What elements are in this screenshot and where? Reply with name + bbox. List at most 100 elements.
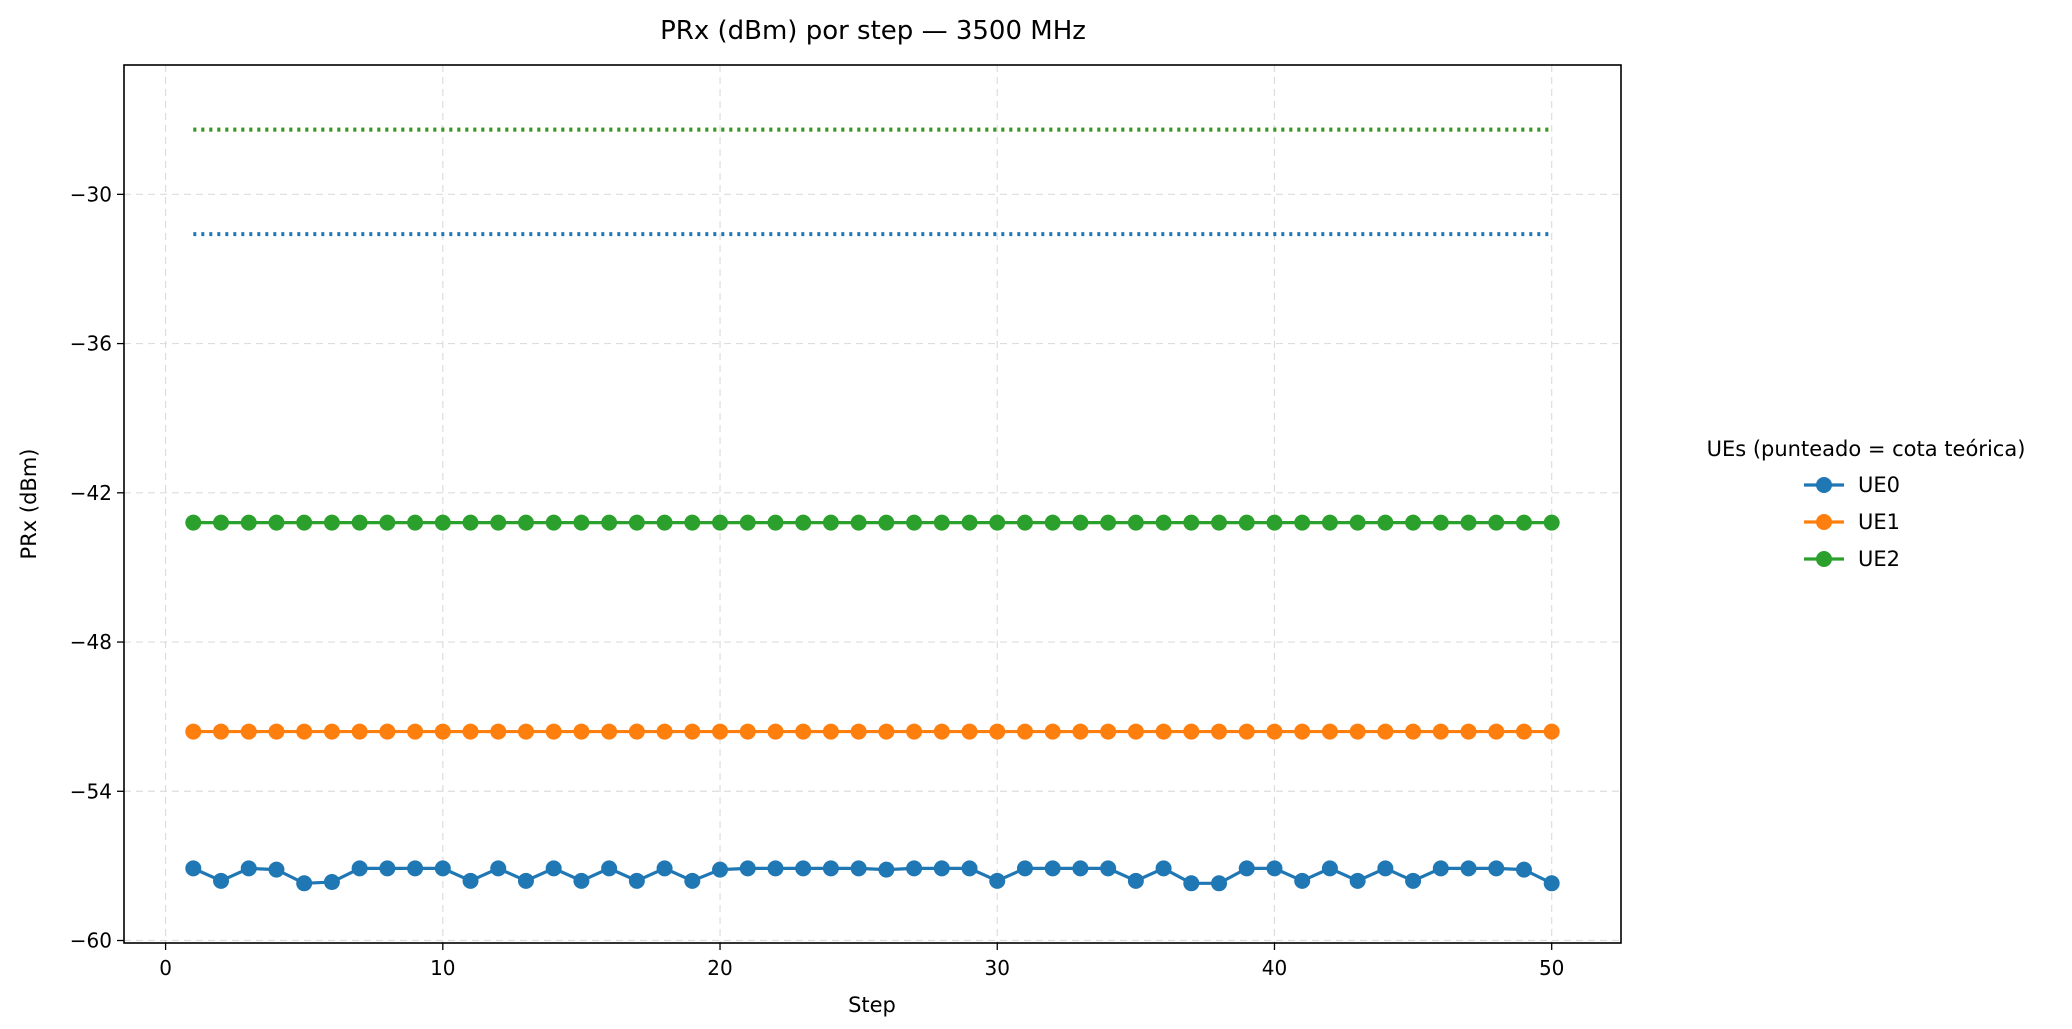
- legend-item-ue2: UE2: [1804, 547, 1900, 571]
- data-point: [434, 860, 451, 877]
- data-point: [878, 723, 895, 740]
- data-point: [1183, 875, 1200, 892]
- data-point: [906, 514, 923, 531]
- data-point: [1515, 514, 1532, 531]
- data-point: [1238, 723, 1255, 740]
- data-point: [1543, 723, 1560, 740]
- data-point: [822, 860, 839, 877]
- data-point: [379, 514, 396, 531]
- data-point: [1044, 514, 1061, 531]
- grid: [124, 65, 1621, 943]
- data-point: [323, 514, 340, 531]
- data-point: [1321, 723, 1338, 740]
- data-point: [628, 872, 645, 889]
- data-point: [878, 861, 895, 878]
- data-point: [1515, 861, 1532, 878]
- data-point: [961, 723, 978, 740]
- data-point: [407, 723, 424, 740]
- data-point: [1238, 860, 1255, 877]
- data-point: [1460, 723, 1477, 740]
- data-point: [1183, 514, 1200, 531]
- data-point: [628, 723, 645, 740]
- data-point: [601, 723, 618, 740]
- data-point: [185, 860, 202, 877]
- x-tick-label: 10: [430, 956, 455, 980]
- data-point: [1016, 723, 1033, 740]
- legend-title: UEs (punteado = cota teórica): [1707, 437, 2026, 461]
- legend-item-ue1: UE1: [1804, 510, 1900, 534]
- data-point: [379, 860, 396, 877]
- x-tick-label: 20: [707, 956, 732, 980]
- data-point: [933, 514, 950, 531]
- data-point: [434, 514, 451, 531]
- data-point: [601, 860, 618, 877]
- data-point: [906, 723, 923, 740]
- data-point: [1127, 723, 1144, 740]
- data-point: [1349, 514, 1366, 531]
- data-point: [213, 514, 230, 531]
- data-point: [1183, 723, 1200, 740]
- data-point: [1321, 860, 1338, 877]
- legend-label: UE0: [1858, 473, 1900, 497]
- data-point: [933, 723, 950, 740]
- data-point: [1266, 723, 1283, 740]
- data-point: [185, 514, 202, 531]
- data-point: [1488, 514, 1505, 531]
- data-point: [850, 723, 867, 740]
- data-point: [1460, 514, 1477, 531]
- data-point: [684, 872, 701, 889]
- data-point: [434, 723, 451, 740]
- data-point: [684, 514, 701, 531]
- data-point: [989, 514, 1006, 531]
- data-point: [656, 860, 673, 877]
- data-point: [462, 872, 479, 889]
- data-point: [989, 872, 1006, 889]
- data-point: [1294, 514, 1311, 531]
- legend-marker: [1816, 514, 1832, 530]
- data-point: [268, 723, 285, 740]
- data-point: [1072, 514, 1089, 531]
- x-tick-label: 30: [985, 956, 1010, 980]
- data-point: [1211, 723, 1228, 740]
- data-point: [1266, 860, 1283, 877]
- data-point: [712, 723, 729, 740]
- data-point: [240, 860, 257, 877]
- data-point: [1100, 514, 1117, 531]
- data-point: [296, 514, 313, 531]
- data-point: [323, 874, 340, 891]
- x-tick-label: 50: [1539, 956, 1564, 980]
- data-point: [656, 723, 673, 740]
- data-point: [1405, 723, 1422, 740]
- plot-frame: [123, 64, 1622, 944]
- x-axis: 0 10 20 30 40 50: [159, 943, 1564, 980]
- data-point: [1488, 860, 1505, 877]
- data-point: [517, 723, 534, 740]
- data-point: [601, 514, 618, 531]
- data-point: [351, 723, 368, 740]
- data-point: [351, 860, 368, 877]
- data-point: [1432, 514, 1449, 531]
- legend: UEs (punteado = cota teórica) UE0 UE1 UE2: [1707, 437, 2026, 571]
- data-point: [490, 860, 507, 877]
- data-point: [1460, 860, 1477, 877]
- data-point: [628, 514, 645, 531]
- series-ue1: [185, 723, 1560, 740]
- y-tick-label: −30: [70, 182, 112, 206]
- data-point: [1211, 875, 1228, 892]
- series-group: [185, 514, 1560, 892]
- data-point: [961, 514, 978, 531]
- legend-item-ue0: UE0: [1804, 473, 1900, 497]
- series-ue0: [185, 860, 1560, 892]
- data-point: [1294, 872, 1311, 889]
- data-point: [1155, 860, 1172, 877]
- data-point: [323, 723, 340, 740]
- data-point: [213, 872, 230, 889]
- data-point: [573, 723, 590, 740]
- x-axis-label: Step: [848, 993, 896, 1017]
- data-point: [268, 861, 285, 878]
- data-point: [462, 514, 479, 531]
- data-point: [1405, 514, 1422, 531]
- data-point: [407, 514, 424, 531]
- y-tick-label: −42: [70, 481, 112, 505]
